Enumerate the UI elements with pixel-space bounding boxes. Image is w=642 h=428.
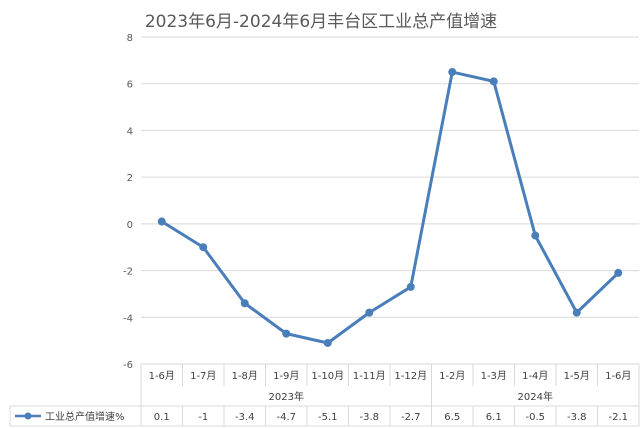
data-table: 1-6月 1-7月 1-8月 1-9月 1-10月 1-11月 1-12月 1-2月 1-3月 1… bbox=[9, 363, 640, 427]
series-line bbox=[160, 70, 620, 345]
data-point bbox=[157, 217, 166, 226]
y-tick-label: -4 bbox=[123, 313, 133, 324]
data-label: -0.5 bbox=[525, 412, 545, 423]
data-point bbox=[323, 338, 332, 347]
data-label: 6.5 bbox=[444, 412, 460, 423]
data-label: 0.1 bbox=[154, 412, 170, 423]
y-tick-label: 6 bbox=[127, 80, 133, 91]
data-point bbox=[572, 308, 581, 317]
x-category-label: 1-8月 bbox=[232, 370, 258, 382]
x-category-label: 1-7月 bbox=[190, 370, 216, 382]
y-tick-label: 4 bbox=[127, 126, 133, 137]
x-category-label: 1-11月 bbox=[353, 370, 386, 382]
x-category-label: 1-5月 bbox=[564, 370, 590, 382]
data-point bbox=[365, 308, 374, 317]
data-label: -5.1 bbox=[318, 412, 338, 423]
data-point bbox=[240, 299, 249, 308]
x-group-label: 2023年 bbox=[269, 390, 304, 403]
y-tick-label: -2 bbox=[123, 267, 133, 278]
data-label: -3.4 bbox=[235, 412, 255, 423]
data-label: -3.8 bbox=[359, 412, 379, 423]
data-point bbox=[448, 68, 457, 77]
data-label: -3.8 bbox=[567, 412, 587, 423]
legend-label: 工业总产值增速% bbox=[45, 410, 125, 423]
y-tick-label: -6 bbox=[123, 360, 133, 371]
grid-layer bbox=[141, 36, 639, 318]
x-category-label: 1-4月 bbox=[522, 370, 548, 382]
data-point bbox=[614, 268, 623, 277]
chart-title: 2023年6月-2024年6月丰台区工业总产值增速 bbox=[145, 12, 497, 32]
data-point bbox=[282, 329, 291, 338]
x-category-label: 1-10月 bbox=[311, 370, 344, 382]
data-point bbox=[489, 77, 498, 86]
y-tick-label: 0 bbox=[127, 220, 133, 231]
x-category-label: 1-6月 bbox=[149, 370, 175, 382]
x-category-label: 1-6月 bbox=[605, 370, 631, 382]
y-tick-label: 8 bbox=[127, 33, 133, 44]
data-point bbox=[199, 243, 208, 252]
data-label: -2.7 bbox=[401, 412, 421, 423]
y-tick-label: 2 bbox=[127, 173, 133, 184]
data-label: -1 bbox=[198, 412, 208, 423]
data-point bbox=[406, 282, 415, 291]
legend-marker bbox=[24, 412, 32, 420]
x-category-label: 1-2月 bbox=[439, 370, 465, 382]
series-layer bbox=[157, 68, 623, 347]
y-axis: -6 -4 -2 0 2 4 6 8 bbox=[123, 33, 133, 371]
data-label: -2.1 bbox=[608, 412, 628, 423]
x-category-label: 1-12月 bbox=[394, 370, 427, 382]
data-label: -4.7 bbox=[276, 412, 296, 423]
data-label: 6.1 bbox=[486, 412, 502, 423]
x-category-label: 1-9月 bbox=[273, 370, 299, 382]
data-point bbox=[531, 231, 540, 240]
x-group-label: 2024年 bbox=[518, 390, 553, 403]
x-category-label: 1-3月 bbox=[481, 370, 507, 382]
